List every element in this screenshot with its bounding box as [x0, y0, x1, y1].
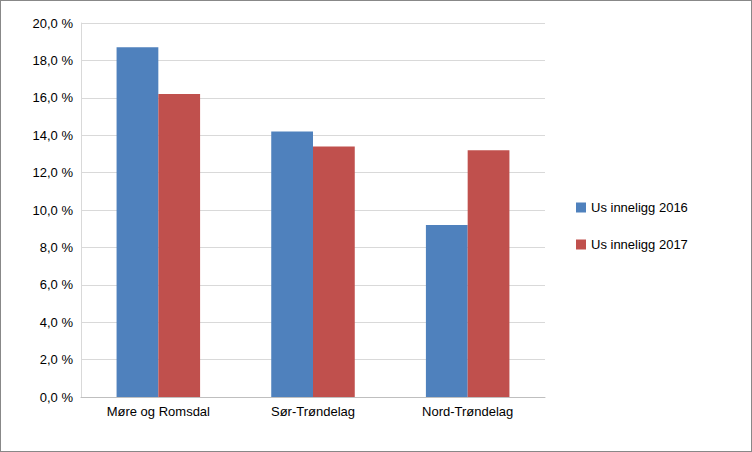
svg-text:4,0 %: 4,0 % [40, 315, 74, 330]
svg-text:Us inneligg 2017: Us inneligg 2017 [591, 237, 688, 252]
svg-text:20,0 %: 20,0 % [33, 16, 74, 31]
svg-text:0,0 %: 0,0 % [40, 390, 74, 405]
svg-text:Nord-Trøndelag: Nord-Trøndelag [422, 404, 513, 419]
svg-text:16,0 %: 16,0 % [33, 90, 74, 105]
svg-text:10,0 %: 10,0 % [33, 203, 74, 218]
svg-text:Us inneligg 2016: Us inneligg 2016 [591, 200, 688, 215]
svg-text:14,0 %: 14,0 % [33, 128, 74, 143]
svg-text:2,0 %: 2,0 % [40, 352, 74, 367]
svg-text:8,0 %: 8,0 % [40, 240, 74, 255]
svg-text:Sør-Trøndelag: Sør-Trøndelag [271, 404, 355, 419]
svg-text:Møre og Romsdal: Møre og Romsdal [107, 404, 210, 419]
svg-text:18,0 %: 18,0 % [33, 53, 74, 68]
svg-text:12,0 %: 12,0 % [33, 165, 74, 180]
svg-text:6,0 %: 6,0 % [40, 277, 74, 292]
